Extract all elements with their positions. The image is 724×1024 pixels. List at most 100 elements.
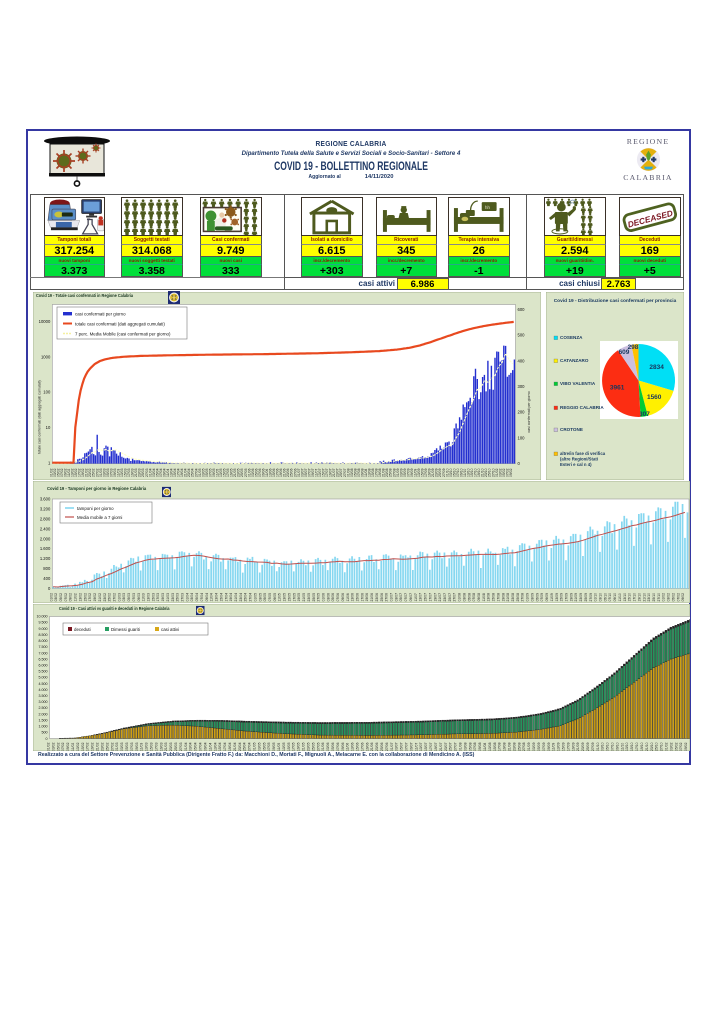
svg-text:15/02: 15/02 — [83, 593, 87, 602]
svg-text:21/09: 21/09 — [574, 593, 578, 602]
svg-text:13/02: 13/02 — [79, 593, 83, 602]
svg-text:27/10: 27/10 — [660, 742, 664, 751]
svg-text:19/02: 19/02 — [91, 742, 95, 751]
svg-text:23/02: 23/02 — [101, 742, 105, 751]
svg-text:21/05: 21/05 — [302, 593, 306, 602]
svg-text:17/08: 17/08 — [498, 742, 502, 751]
svg-text:21/02: 21/02 — [98, 593, 102, 602]
svg-text:11/04: 11/04 — [166, 469, 170, 477]
svg-text:2.800: 2.800 — [40, 516, 51, 521]
svg-text:25/05: 25/05 — [311, 742, 315, 751]
svg-text:23/07: 23/07 — [336, 468, 340, 477]
svg-text:3.200: 3.200 — [40, 507, 51, 512]
svg-text:15/08: 15/08 — [371, 468, 375, 477]
svg-text:19/05: 19/05 — [297, 742, 301, 751]
svg-text:19/05: 19/05 — [297, 593, 301, 602]
svg-text:09/10: 09/10 — [613, 593, 617, 602]
svg-text:21/06: 21/06 — [370, 593, 374, 602]
svg-text:15/05: 15/05 — [223, 468, 227, 477]
svg-text:17/04: 17/04 — [177, 468, 181, 477]
svg-text:13/10: 13/10 — [625, 742, 629, 751]
svg-text:03/06: 03/06 — [326, 593, 330, 602]
svg-text:13/09: 13/09 — [417, 468, 421, 477]
svg-text:17/09: 17/09 — [424, 468, 428, 477]
svg-text:CATANZARO: CATANZARO — [560, 358, 589, 363]
svg-text:01/02: 01/02 — [665, 742, 669, 751]
svg-text:casi attivi: casi attivi — [161, 627, 179, 632]
svg-text:REGGIO CALABRIA: REGGIO CALABRIA — [560, 405, 604, 410]
svg-text:5.500: 5.500 — [39, 670, 48, 674]
svg-text:05/02: 05/02 — [59, 593, 63, 602]
svg-text:01/10: 01/10 — [445, 468, 449, 477]
svg-text:13/04: 13/04 — [215, 593, 219, 602]
svg-text:19/07: 19/07 — [329, 468, 333, 477]
svg-text:15/02: 15/02 — [74, 468, 78, 477]
svg-text:500: 500 — [42, 731, 48, 735]
svg-text:13/03: 13/03 — [120, 468, 124, 477]
svg-text:21/06: 21/06 — [283, 468, 287, 477]
svg-text:09/02: 09/02 — [66, 742, 70, 751]
svg-text:11/04: 11/04 — [210, 593, 214, 601]
svg-text:21/07: 21/07 — [332, 468, 336, 477]
svg-text:25/03: 25/03 — [141, 468, 145, 477]
svg-text:15/07: 15/07 — [424, 593, 428, 602]
svg-text:05/09: 05/09 — [537, 742, 541, 751]
svg-text:09/06: 09/06 — [341, 593, 345, 602]
svg-text:23/09: 23/09 — [579, 593, 583, 602]
svg-text:19/06: 19/06 — [279, 468, 283, 477]
svg-text:Dimessi guariti: Dimessi guariti — [111, 627, 140, 632]
svg-text:01/09: 01/09 — [396, 468, 400, 477]
svg-text:27/07: 27/07 — [453, 593, 457, 602]
svg-text:21/10: 21/10 — [642, 593, 646, 602]
svg-text:03/09: 03/09 — [531, 593, 535, 602]
svg-text:15/03: 15/03 — [150, 742, 154, 751]
svg-text:19/06: 19/06 — [365, 593, 369, 602]
svg-text:11/10: 11/10 — [463, 469, 467, 477]
svg-text:27/05: 27/05 — [316, 742, 320, 751]
svg-text:07/08: 07/08 — [473, 742, 477, 751]
svg-text:19/03: 19/03 — [161, 593, 165, 602]
svg-text:25/04: 25/04 — [191, 468, 195, 477]
svg-text:Covid 19 - Distribuzione casi: Covid 19 - Distribuzione casi confermati… — [554, 298, 677, 304]
svg-text:27/04: 27/04 — [194, 468, 198, 477]
svg-text:23/03: 23/03 — [169, 742, 173, 751]
svg-text:05/10: 05/10 — [452, 468, 456, 477]
svg-text:27/03: 27/03 — [181, 593, 185, 602]
svg-text:03/02: 03/02 — [51, 742, 55, 751]
svg-text:15/08: 15/08 — [493, 742, 497, 751]
svg-text:07/08: 07/08 — [472, 593, 476, 602]
svg-text:hh: hh — [485, 205, 491, 211]
svg-text:19/10: 19/10 — [477, 468, 481, 477]
svg-text:25/09: 25/09 — [438, 468, 442, 477]
svg-text:09/10: 09/10 — [460, 468, 464, 477]
svg-text:05/02: 05/02 — [56, 468, 60, 477]
svg-text:17/06: 17/06 — [360, 742, 364, 751]
svg-text:23/10: 23/10 — [647, 593, 651, 602]
svg-text:05/09: 05/09 — [403, 468, 407, 477]
svg-text:05/03: 05/03 — [106, 468, 110, 477]
svg-text:21/03: 21/03 — [164, 742, 168, 751]
svg-text:01/06: 01/06 — [322, 593, 326, 602]
svg-text:03/10: 03/10 — [599, 593, 603, 602]
svg-text:01/08: 01/08 — [346, 468, 350, 477]
svg-text:05/03: 05/03 — [125, 742, 129, 751]
svg-text:09/08: 09/08 — [477, 593, 481, 602]
svg-text:27/04: 27/04 — [249, 593, 253, 602]
svg-text:03/09: 03/09 — [532, 742, 536, 751]
svg-text:19/06: 19/06 — [365, 742, 369, 751]
svg-text:23/02: 23/02 — [103, 593, 107, 602]
svg-text:10.000: 10.000 — [37, 615, 48, 619]
svg-text:7.500: 7.500 — [39, 645, 48, 649]
svg-text:19/05: 19/05 — [230, 468, 234, 477]
svg-text:25/07: 25/07 — [448, 593, 452, 602]
svg-text:17/03: 17/03 — [127, 468, 131, 477]
svg-text:01/03: 01/03 — [117, 593, 121, 602]
svg-text:11/03: 11/03 — [140, 743, 144, 751]
svg-text:11/09: 11/09 — [550, 593, 554, 601]
svg-text:05/04: 05/04 — [194, 742, 198, 751]
svg-text:13/08: 13/08 — [368, 468, 372, 477]
svg-text:21/08: 21/08 — [506, 593, 510, 602]
svg-text:27/02: 27/02 — [110, 742, 114, 751]
svg-text:totale casi confermati (dati a: totale casi confermati (dati aggregati c… — [38, 380, 42, 454]
svg-text:27/06: 27/06 — [385, 742, 389, 751]
